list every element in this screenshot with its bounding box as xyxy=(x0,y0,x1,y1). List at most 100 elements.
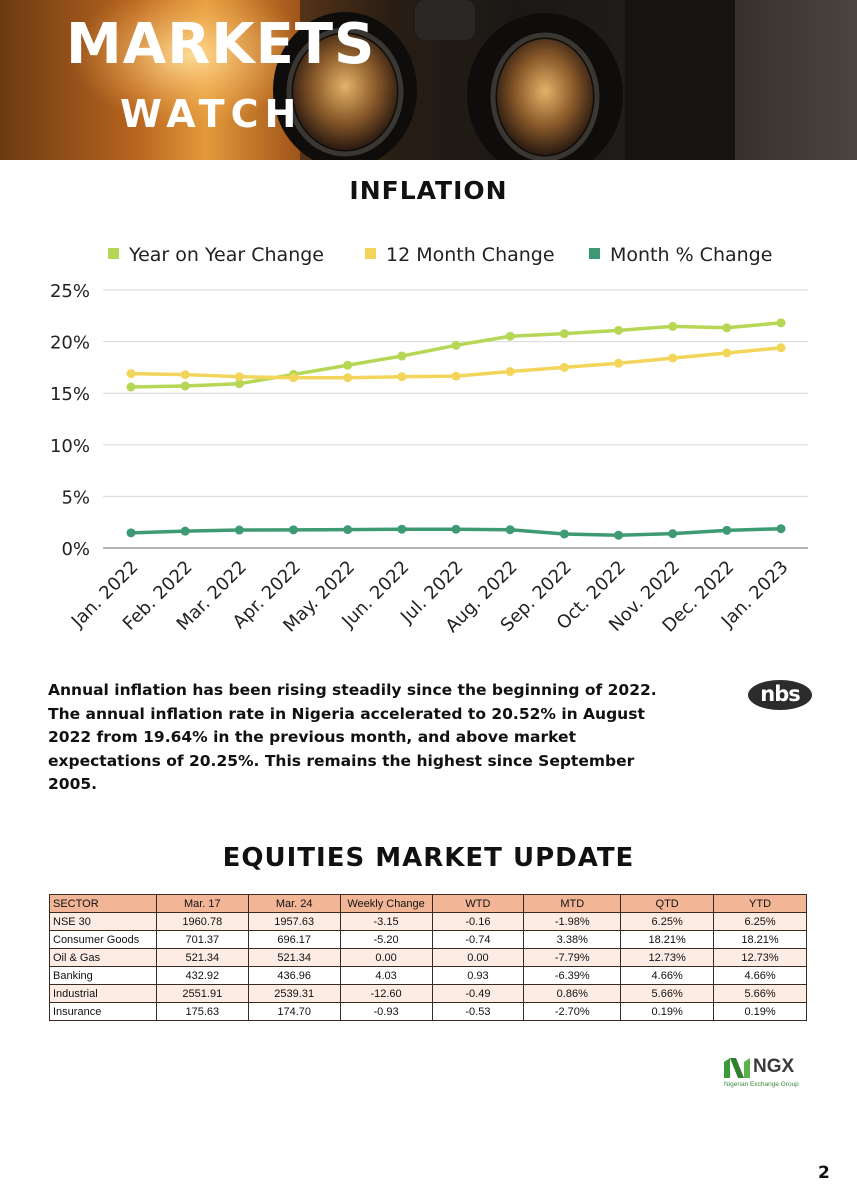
cell-ytd: 5.66% xyxy=(713,984,807,1003)
data-point xyxy=(451,340,461,350)
banner-subtitle: WATCH xyxy=(120,92,303,136)
ngx-mark-icon xyxy=(724,1058,750,1078)
cell-wtd: -0.53 xyxy=(431,1002,525,1021)
cell-qtd: 18.21% xyxy=(620,930,715,949)
data-point xyxy=(289,525,298,535)
data-point xyxy=(722,525,732,535)
ngx-logo-name: NGX xyxy=(753,1056,795,1077)
data-point xyxy=(126,369,136,379)
data-point xyxy=(234,372,244,382)
column-header-mar-24: Mar. 24 xyxy=(247,894,341,913)
column-header-wtd: WTD xyxy=(431,894,525,913)
binoculars-image xyxy=(70,0,735,160)
data-point xyxy=(343,360,353,370)
cell-mar-17: 701.37 xyxy=(155,930,249,949)
cell-wtd: 0.93 xyxy=(431,966,525,985)
column-header-qtd: QTD xyxy=(620,894,715,913)
data-point xyxy=(234,379,244,389)
legend-swatch-month-change xyxy=(589,248,600,259)
table-row: Consumer Goods 701.37 696.17 -5.20 -0.74 3.38… xyxy=(49,930,807,949)
cell-mar-17: 175.63 xyxy=(155,1002,249,1021)
cell-wtd: -0.74 xyxy=(431,930,525,949)
data-point xyxy=(776,318,786,328)
table-header-row: SECTOR Mar. 17 Mar. 24 Weekly Change WTD… xyxy=(49,894,807,913)
cell-weekly-change: -12.60 xyxy=(339,984,433,1003)
cell-mtd: 3.38% xyxy=(523,930,622,949)
legend-item-year-on-year: Year on Year Change xyxy=(108,244,324,266)
cell-ytd: 12.73% xyxy=(713,948,807,967)
legend-swatch-year-on-year xyxy=(108,248,119,259)
legend-swatch-12-month xyxy=(365,248,376,259)
ngx-logo: NGX Nigerian Exchange Group xyxy=(722,1056,812,1090)
y-tick-label: 25% xyxy=(50,281,90,302)
column-header-sector: SECTOR xyxy=(49,894,157,913)
column-header-mar-17: Mar. 17 xyxy=(155,894,249,913)
data-point xyxy=(343,373,353,383)
equities-table: SECTOR Mar. 17 Mar. 24 Weekly Change WTD… xyxy=(49,894,807,1021)
page-number: 2 xyxy=(818,1163,830,1183)
cell-qtd: 6.25% xyxy=(620,912,715,931)
data-point xyxy=(397,351,407,361)
cell-mar-17: 1960.78 xyxy=(155,912,249,931)
inflation-title: INFLATION xyxy=(349,176,508,205)
y-tick-label: 0% xyxy=(61,539,90,560)
data-point xyxy=(505,367,515,377)
data-point xyxy=(614,325,623,335)
data-point xyxy=(126,528,136,538)
legend-label-month-change: Month % Change xyxy=(610,244,773,266)
data-point xyxy=(559,362,569,372)
cell-mar-17: 432.92 xyxy=(155,966,249,985)
cell-sector: NSE 30 xyxy=(49,912,157,931)
cell-qtd: 12.73% xyxy=(620,948,715,967)
cell-ytd: 6.25% xyxy=(713,912,807,931)
table-row: Oil & Gas 521.34 521.34 0.00 0.00 -7.79% 12.73… xyxy=(49,948,807,967)
cell-mtd: -6.39% xyxy=(523,966,622,985)
cell-weekly-change: 0.00 xyxy=(339,948,433,967)
cell-weekly-change: 4.03 xyxy=(339,966,433,985)
cell-mar-24: 696.17 xyxy=(247,930,341,949)
cell-weekly-change: -5.20 xyxy=(339,930,433,949)
cell-qtd: 4.66% xyxy=(620,966,715,985)
cell-wtd: 0.00 xyxy=(431,948,525,967)
cell-mar-17: 521.34 xyxy=(155,948,249,967)
cell-mar-24: 174.70 xyxy=(247,1002,341,1021)
cell-weekly-change: -3.15 xyxy=(339,912,433,931)
cell-mar-24: 2539.31 xyxy=(247,984,341,1003)
cell-mar-17: 2551.91 xyxy=(155,984,249,1003)
chart-legend: Year on Year Change 12 Month Change Mont… xyxy=(0,244,857,270)
data-point xyxy=(234,525,244,535)
cell-ytd: 18.21% xyxy=(713,930,807,949)
cell-mar-24: 1957.63 xyxy=(247,912,341,931)
cell-sector: Banking xyxy=(49,966,157,985)
y-tick-label: 15% xyxy=(50,384,90,405)
data-point xyxy=(397,524,407,534)
data-point xyxy=(614,530,623,540)
y-tick-label: 10% xyxy=(50,436,90,457)
y-tick-label: 20% xyxy=(50,333,90,354)
data-point xyxy=(559,329,569,339)
nbs-logo: nbs xyxy=(748,680,812,710)
banner-title: MARKETS xyxy=(66,12,376,77)
data-point xyxy=(722,323,732,333)
data-point xyxy=(505,525,515,535)
cell-mar-24: 521.34 xyxy=(247,948,341,967)
cell-ytd: 0.19% xyxy=(713,1002,807,1021)
cell-wtd: -0.16 xyxy=(431,912,525,931)
cell-ytd: 4.66% xyxy=(713,966,807,985)
data-point xyxy=(397,372,407,382)
data-point xyxy=(722,348,732,358)
data-point xyxy=(180,370,190,380)
table-row: Industrial 2551.91 2539.31 -12.60 -0.49 0.86%… xyxy=(49,984,807,1003)
data-point xyxy=(559,529,569,539)
legend-item-12-month: 12 Month Change xyxy=(365,244,555,266)
data-point xyxy=(776,524,786,534)
data-point xyxy=(668,321,678,331)
cell-qtd: 5.66% xyxy=(620,984,715,1003)
cell-sector: Industrial xyxy=(49,984,157,1003)
cell-sector: Insurance xyxy=(49,1002,157,1021)
data-point xyxy=(505,331,515,341)
table-row: Banking 432.92 436.96 4.03 0.93 -6.39% 4.66% 4.… xyxy=(49,966,807,985)
y-tick-label: 5% xyxy=(61,487,90,508)
data-point xyxy=(451,524,461,534)
data-point xyxy=(668,353,678,363)
